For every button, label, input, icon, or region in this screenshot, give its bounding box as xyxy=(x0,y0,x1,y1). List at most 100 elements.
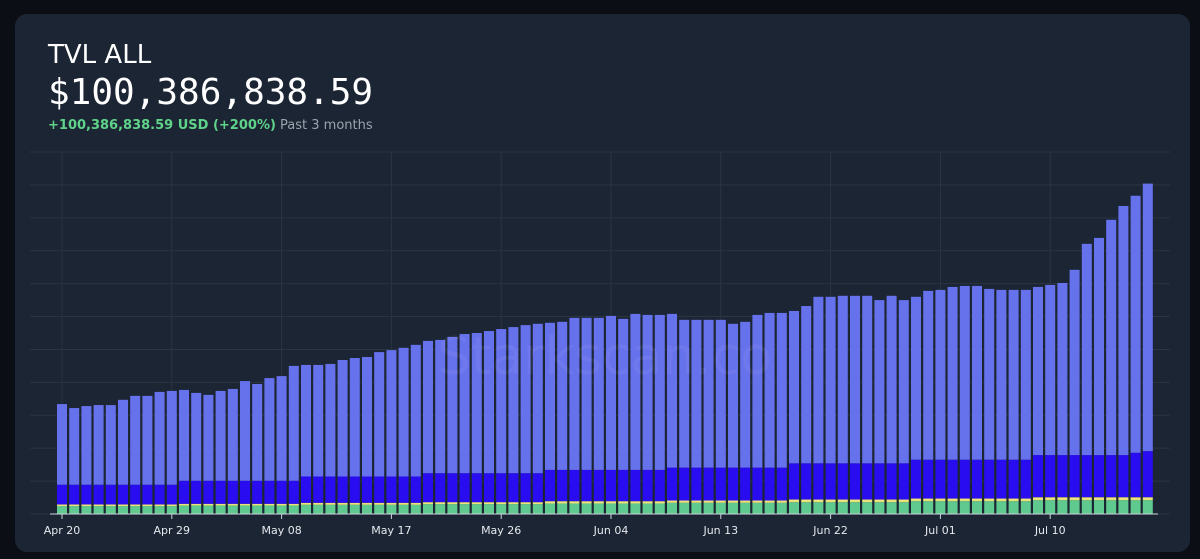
bar-segment xyxy=(410,502,421,505)
bar-segment xyxy=(679,502,690,514)
bar-segment xyxy=(630,503,641,514)
bar-segment xyxy=(57,506,67,514)
bar-segment xyxy=(935,498,946,502)
bar-segment xyxy=(264,378,275,481)
bar-segment xyxy=(276,505,287,514)
bar-segment xyxy=(447,502,458,505)
bar-segment xyxy=(972,459,982,499)
bar-segment xyxy=(1130,195,1141,453)
bar-segment xyxy=(1033,500,1043,514)
bar-segment xyxy=(691,319,702,468)
bar-segment xyxy=(1069,497,1080,501)
bar-segment xyxy=(447,473,458,503)
bar-segment xyxy=(484,331,494,474)
bar-segment xyxy=(203,394,214,481)
bar-segment xyxy=(191,505,202,514)
bar-segment xyxy=(569,317,580,470)
bar-segment xyxy=(1069,269,1080,456)
bar-segment xyxy=(410,476,421,503)
bar-segment xyxy=(813,463,824,500)
bar-segment xyxy=(984,459,995,499)
bar-segment xyxy=(484,504,494,514)
bar-segment xyxy=(435,473,446,503)
bar-segment xyxy=(801,502,812,514)
bar-segment xyxy=(166,390,177,485)
bar-segment xyxy=(166,504,177,507)
bar-segment xyxy=(313,476,324,503)
bar-segment xyxy=(93,405,104,485)
bar-segment xyxy=(569,503,580,514)
bar-segment xyxy=(581,503,592,514)
bar-segment xyxy=(142,506,153,514)
bar-segment xyxy=(679,467,690,501)
bar-segment xyxy=(179,505,189,514)
bar-segment xyxy=(715,467,726,501)
bar-segment xyxy=(862,463,873,500)
bar-segment xyxy=(484,502,494,505)
bar-segment xyxy=(752,467,763,501)
bar-segment xyxy=(154,506,165,514)
bar-segment xyxy=(1020,498,1031,502)
bar-segment xyxy=(752,502,763,514)
bar-segment xyxy=(105,504,116,507)
x-tick-label: Jun 13 xyxy=(702,524,738,537)
bar-segment xyxy=(593,317,604,470)
bar-segment xyxy=(386,504,397,514)
bar-segment xyxy=(850,502,860,514)
bar-segment xyxy=(667,313,677,468)
bar-segment xyxy=(642,503,653,514)
bar-segment xyxy=(532,504,543,514)
bar-segment xyxy=(1130,452,1141,498)
bar-segment xyxy=(776,502,787,514)
bar-segment xyxy=(557,321,568,470)
bar-segment xyxy=(130,395,141,485)
bar-segment xyxy=(398,476,409,503)
bar-segment xyxy=(264,505,275,514)
bar-segment xyxy=(935,459,946,499)
total-value: $100,386,838.59 xyxy=(48,72,374,113)
bar-segment xyxy=(1118,205,1129,456)
bar-segment xyxy=(886,463,897,500)
bar-segment xyxy=(142,484,153,505)
bar-segment xyxy=(471,473,482,503)
bar-segment xyxy=(630,501,641,504)
bar-segment xyxy=(923,498,934,502)
bar-segment xyxy=(654,503,665,514)
bar-segment xyxy=(227,503,238,506)
bar-segment xyxy=(801,306,812,464)
bar-segment xyxy=(764,467,775,501)
bar-segment xyxy=(325,504,336,514)
bar-segment xyxy=(252,503,263,506)
bar-segment xyxy=(874,300,885,464)
bar-segment xyxy=(508,504,519,514)
bar-segment xyxy=(423,504,433,514)
bar-segment xyxy=(142,504,153,507)
bar-segment xyxy=(215,390,226,481)
bar-segment xyxy=(313,504,324,514)
bar-segment xyxy=(386,502,397,505)
bar-segment xyxy=(618,318,629,470)
bar-segment xyxy=(191,392,202,481)
bar-segment xyxy=(118,506,128,514)
bar-segment xyxy=(996,459,1007,499)
bar-segment xyxy=(801,463,812,500)
bar-segment xyxy=(520,504,531,514)
bar-segment xyxy=(691,502,702,514)
bar-segment xyxy=(569,469,580,502)
bar-segment xyxy=(532,502,543,505)
bar-segment xyxy=(740,500,751,503)
bar-segment xyxy=(972,501,982,514)
bar-segment xyxy=(1094,500,1104,514)
bar-segment xyxy=(752,500,763,503)
bar-segment xyxy=(654,501,665,504)
bar-segment xyxy=(301,502,311,505)
bar-segment xyxy=(545,501,555,504)
bar-segment xyxy=(935,289,946,460)
bar-segment xyxy=(837,499,848,503)
bar-segment xyxy=(837,295,848,464)
bar-segment xyxy=(288,505,299,514)
bar-segment xyxy=(1045,497,1056,501)
bar-segment xyxy=(703,500,714,503)
bar-segment xyxy=(240,503,250,506)
bar-segment xyxy=(57,484,67,505)
